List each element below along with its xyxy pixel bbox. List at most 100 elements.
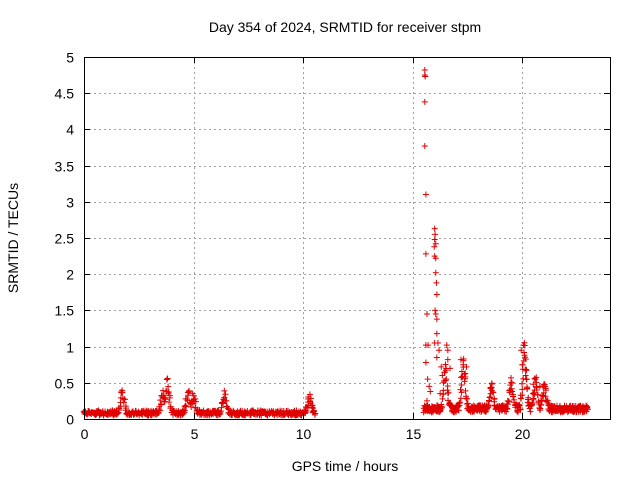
data-point (462, 387, 469, 394)
data-point (121, 396, 128, 403)
data-point (508, 379, 515, 386)
data-point (522, 372, 529, 379)
data-point (307, 395, 314, 402)
data-point (186, 387, 193, 394)
data-point (523, 366, 530, 373)
data-point (431, 243, 438, 250)
data-point (445, 389, 452, 396)
data-point (445, 397, 452, 404)
data-point (432, 255, 439, 262)
data-point (434, 339, 441, 346)
data-point (537, 407, 544, 414)
data-point (160, 392, 167, 399)
data-point (426, 383, 433, 390)
data-point (519, 380, 526, 387)
data-point (180, 410, 187, 417)
data-point (183, 403, 190, 410)
data-point (439, 395, 446, 402)
data-point (513, 408, 520, 415)
data-point (304, 404, 311, 411)
data-point (123, 405, 130, 412)
data-point (457, 399, 464, 406)
data-point (509, 388, 516, 395)
data-point (309, 404, 316, 411)
data-point (524, 385, 531, 392)
data-point (167, 403, 174, 410)
data-point (423, 397, 430, 404)
x-tick-label: 20 (515, 426, 531, 442)
data-point (433, 291, 440, 298)
data-point (433, 330, 440, 337)
data-point (444, 347, 451, 354)
data-point (516, 402, 523, 409)
data-point (464, 395, 471, 402)
data-point (518, 347, 525, 354)
data-point (509, 391, 516, 398)
data-point (519, 361, 526, 368)
data-point (423, 311, 430, 318)
data-point (230, 407, 237, 414)
x-tick-label: 5 (191, 426, 199, 442)
data-point (425, 407, 432, 414)
data-point (222, 391, 229, 398)
data-point (223, 397, 230, 404)
data-point (182, 402, 189, 409)
data-point (530, 389, 537, 396)
data-point (457, 395, 464, 402)
data-point (461, 378, 468, 385)
data-point (523, 376, 530, 383)
data-point (424, 376, 431, 383)
data-point (490, 389, 497, 396)
x-tick-label: 10 (296, 426, 312, 442)
data-point (431, 225, 438, 232)
data-point (157, 401, 164, 408)
data-point (525, 394, 532, 401)
data-point (306, 391, 313, 398)
data-point (530, 396, 537, 403)
data-point (148, 412, 155, 419)
data-point (166, 392, 173, 399)
data-point (530, 381, 537, 388)
y-tick-label: 0.5 (55, 376, 75, 392)
y-tick-label: 2.5 (55, 231, 75, 247)
data-point (185, 392, 192, 399)
data-point (447, 365, 454, 372)
x-tick-label: 0 (81, 426, 89, 442)
y-tick-label: 3.5 (55, 159, 75, 175)
data-points (80, 67, 591, 419)
data-point (432, 240, 439, 247)
data-point (117, 403, 124, 410)
data-point (485, 401, 492, 408)
data-point (438, 401, 445, 408)
data-point (165, 383, 172, 390)
data-point (537, 402, 544, 409)
data-point (312, 410, 319, 417)
y-tick-label: 1.5 (55, 303, 75, 319)
data-point (444, 382, 451, 389)
y-tick-label: 1 (66, 340, 74, 356)
y-tick-label: 3 (66, 195, 74, 211)
data-point (463, 363, 470, 370)
data-point (440, 379, 447, 386)
data-point (486, 398, 493, 405)
data-point (439, 372, 446, 379)
data-point (461, 371, 468, 378)
y-tick-label: 4 (66, 122, 74, 138)
data-point (529, 401, 536, 408)
data-point (433, 316, 440, 323)
data-point (527, 408, 534, 415)
y-axis-label: SRMTID / TECUs (5, 183, 21, 293)
data-point (520, 342, 527, 349)
data-point (463, 393, 470, 400)
data-point (425, 342, 432, 349)
y-tick-label: 5 (66, 50, 74, 66)
data-point (436, 347, 443, 354)
tick-labels: 0 0.5 1 1.5 2 2.5 3 3.5 4 4.5 5 0 5 10 15 20 (55, 50, 531, 443)
data-point (422, 250, 429, 257)
data-point (183, 396, 190, 403)
data-point (166, 399, 173, 406)
data-point (541, 381, 548, 388)
data-point (507, 374, 514, 381)
data-point (517, 406, 524, 413)
